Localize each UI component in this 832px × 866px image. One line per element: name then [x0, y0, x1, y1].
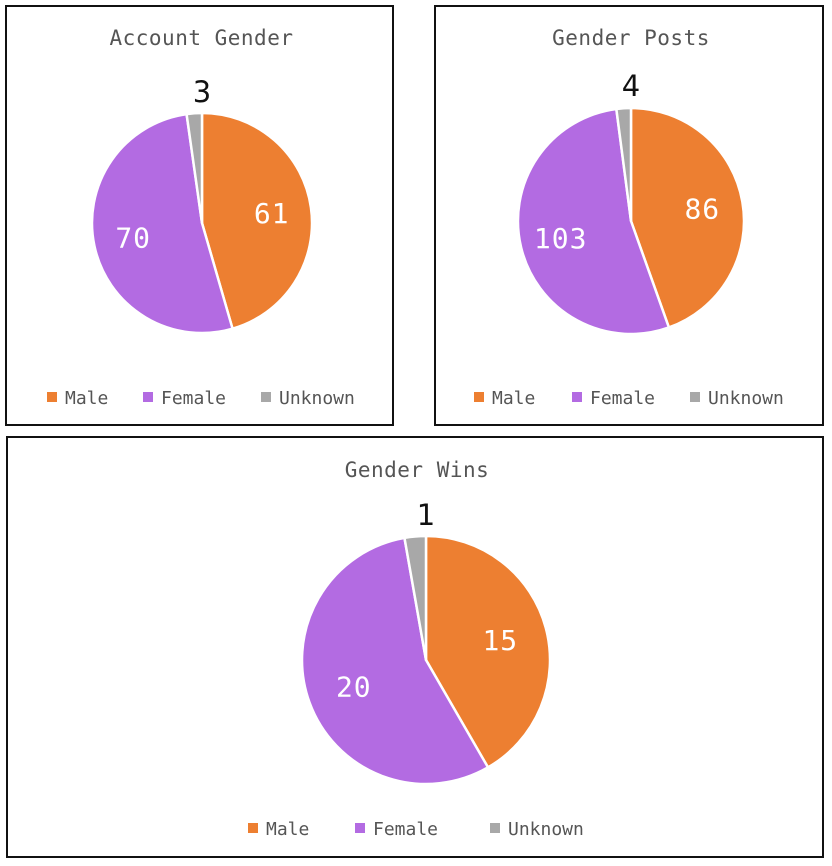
pie-slice-female: [300, 536, 490, 786]
legend-label-female: Female: [590, 388, 655, 409]
slice-label-male: 86: [684, 193, 720, 226]
chart-title: Gender Wins: [345, 458, 490, 482]
slice-label-male: 61: [254, 197, 290, 230]
chart-title: Gender Posts: [552, 26, 710, 50]
legend-swatch-female: [143, 392, 153, 402]
pie-chart-gender-wins: Gender Wins 15 20 1 Male Female Unknown: [248, 458, 584, 840]
pie-slice-male: [200, 111, 314, 330]
slice-label-female: 20: [336, 670, 372, 703]
legend-swatch-female: [355, 823, 365, 833]
pie-slice-female: [516, 107, 671, 336]
legend-swatch-male: [474, 392, 484, 402]
slice-label-female: 103: [534, 222, 588, 255]
pie-slice-unknown: [615, 106, 633, 223]
pie-chart-account-gender: Account Gender 61 70 3 Male Female Unknown: [47, 26, 355, 409]
legend-label-female: Female: [373, 819, 438, 840]
slice-label-unknown: 4: [622, 69, 640, 103]
pie-slice-female: [90, 112, 234, 335]
legend-swatch-male: [47, 392, 57, 402]
legend-label-female: Female: [161, 388, 226, 409]
chart-panel-gender-posts: Gender Posts 86 103 4 Male Female Unknown: [434, 5, 824, 426]
legend-label-unknown: Unknown: [508, 819, 584, 840]
legend-label-male: Male: [266, 819, 309, 840]
legend-swatch-unknown: [490, 823, 500, 833]
legend-label-unknown: Unknown: [279, 388, 355, 409]
pie-slice-male: [629, 106, 746, 329]
pie-slice-unknown: [185, 111, 204, 225]
chart-panel-account-gender: Account Gender 61 70 3 Male Female Unknown: [5, 5, 394, 426]
legend-label-male: Male: [65, 388, 108, 409]
legend-swatch-unknown: [690, 392, 700, 402]
chart-title: Account Gender: [109, 26, 293, 50]
legend-swatch-male: [248, 823, 258, 833]
slice-label-unknown: 1: [417, 498, 435, 532]
slice-label-female: 70: [115, 222, 151, 255]
slice-label-male: 15: [482, 624, 518, 657]
legend-swatch-unknown: [261, 392, 271, 402]
chart-panel-gender-wins: Gender Wins 15 20 1 Male Female Unknown: [6, 436, 824, 858]
pie-chart-gender-posts: Gender Posts 86 103 4 Male Female Unknown: [474, 26, 784, 409]
legend-label-male: Male: [492, 388, 535, 409]
legend-swatch-female: [572, 392, 582, 402]
slice-label-unknown: 3: [193, 75, 211, 109]
legend-label-unknown: Unknown: [708, 388, 784, 409]
pie-slice-unknown: [403, 534, 428, 662]
pie-slice-male: [424, 534, 552, 769]
